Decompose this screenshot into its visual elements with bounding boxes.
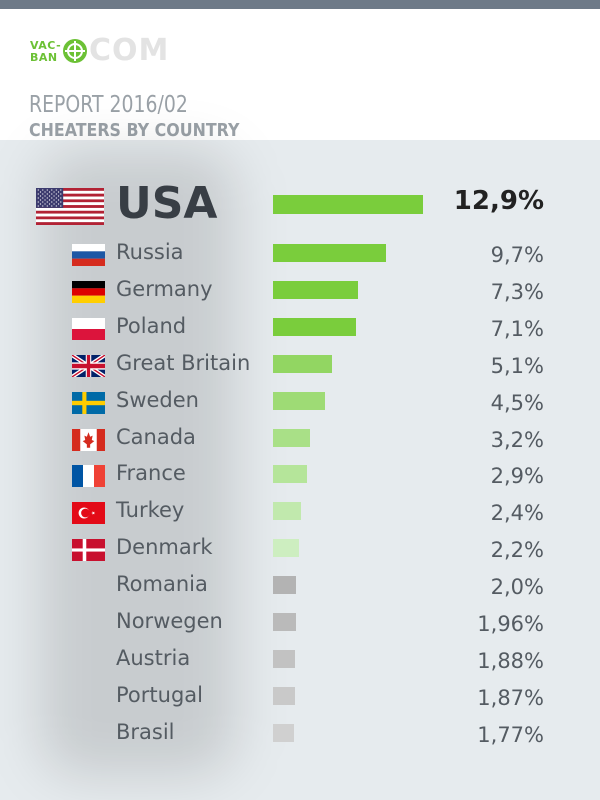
value-label: 1,96%	[477, 612, 544, 636]
country-label: Romania	[116, 572, 208, 597]
bar	[273, 686, 295, 705]
bar	[273, 723, 294, 742]
value-label: 4,5%	[490, 390, 544, 415]
logo-ban-text: BAN	[30, 51, 58, 64]
gb-flag-icon	[72, 354, 105, 377]
bar	[273, 195, 423, 214]
pl-flag-icon	[72, 317, 105, 340]
dk-flag-icon	[72, 539, 105, 562]
value-label: 1,87%	[477, 685, 544, 710]
country-label: Germany	[116, 276, 213, 301]
bar	[273, 280, 358, 299]
country-label: Poland	[116, 313, 187, 338]
bar	[273, 502, 301, 521]
value-label: 7,1%	[490, 316, 544, 341]
country-label: Austria	[116, 645, 191, 670]
country-label: Turkey	[116, 498, 185, 523]
value-label: 7,3%	[490, 279, 544, 304]
report-title: REPORT 2016/02	[29, 92, 188, 118]
bar	[273, 391, 325, 410]
tr-flag-icon	[72, 502, 105, 525]
ca-flag-icon	[72, 428, 105, 451]
value-label: 2,2%	[490, 538, 544, 563]
country-label: USA	[116, 178, 218, 229]
bar	[273, 428, 310, 447]
country-label: Great Britain	[116, 350, 251, 375]
de-flag-icon	[72, 280, 105, 303]
country-label: France	[116, 461, 186, 486]
header: VAC- BAN COM REPORT 2016/02 CHEATERS BY …	[0, 9, 600, 141]
value-label: 2,9%	[490, 464, 544, 489]
crosshair-icon	[63, 39, 87, 63]
country-label: Norwegen	[116, 609, 223, 633]
bar	[273, 317, 356, 336]
logo-wordmark: VAC- BAN	[30, 40, 61, 64]
chart-subtitle: CHEATERS BY COUNTRY	[29, 120, 240, 141]
value-label: 9,7%	[490, 243, 544, 267]
bar	[273, 649, 295, 668]
us-flag-icon	[36, 188, 104, 225]
bar	[273, 244, 386, 262]
value-label: 1,88%	[477, 648, 544, 673]
value-label: 1,77%	[477, 722, 544, 747]
vac-ban-logo: VAC- BAN COM	[30, 33, 220, 79]
bar	[273, 354, 332, 373]
country-label: Canada	[116, 424, 196, 449]
bar	[273, 576, 296, 595]
country-label: Sweden	[116, 387, 199, 412]
value-label: 2,0%	[490, 575, 544, 600]
logo-vac-text: VAC-	[30, 39, 62, 52]
fr-flag-icon	[72, 465, 105, 488]
value-label: 12,9%	[453, 186, 544, 216]
value-label: 5,1%	[490, 353, 544, 378]
top-bar	[0, 0, 600, 9]
country-label: Brasil	[116, 719, 175, 744]
bar	[273, 539, 299, 558]
value-label: 3,2%	[490, 427, 544, 452]
se-flag-icon	[72, 391, 105, 414]
country-label: Russia	[116, 240, 184, 264]
country-label: Denmark	[116, 535, 213, 560]
logo-com-text: COM	[89, 33, 170, 68]
value-label: 2,4%	[490, 501, 544, 526]
ru-flag-icon	[72, 244, 105, 266]
bar	[273, 613, 296, 631]
country-label: Portugal	[116, 682, 203, 707]
bar	[273, 465, 307, 484]
